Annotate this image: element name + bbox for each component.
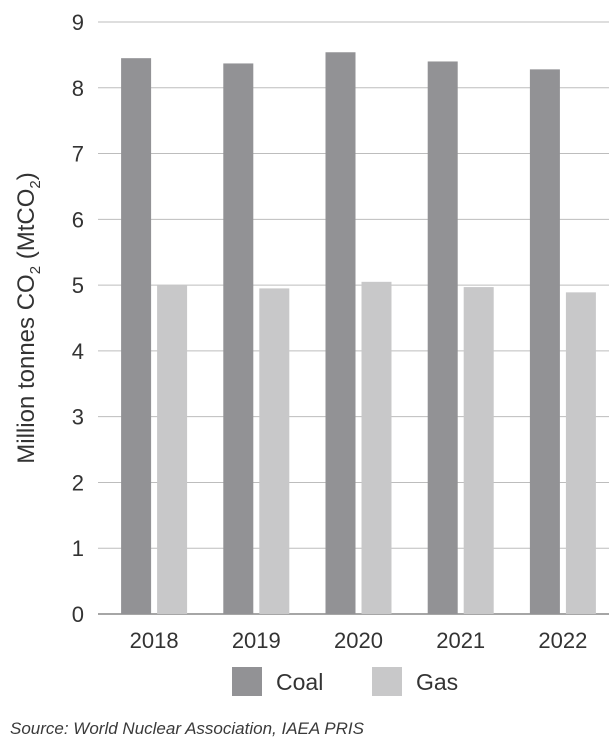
- x-tick-label-2019: 2019: [232, 628, 281, 653]
- x-tick-label-2020: 2020: [334, 628, 383, 653]
- y-axis-label-main: Million tonnes CO: [13, 274, 40, 463]
- bars: [121, 52, 596, 615]
- y-tick-label-5: 5: [72, 273, 84, 298]
- bar-coal-2020: [325, 52, 356, 615]
- svg-text:Million tonnes CO2 (MtCO2): Million tonnes CO2 (MtCO2): [13, 172, 44, 463]
- x-tick-label-2022: 2022: [538, 628, 587, 653]
- y-tick-label-7: 7: [72, 142, 84, 167]
- y-axis-ticks: 0 1 2 3 4 5 6 7 8 9: [72, 10, 84, 627]
- y-tick-label-6: 6: [72, 207, 84, 232]
- legend-swatch-coal: [232, 667, 262, 696]
- bar-gas-2018: [157, 285, 188, 614]
- bar-gas-2021: [463, 287, 494, 614]
- y-tick-label-0: 0: [72, 602, 84, 627]
- legend-swatch-gas: [372, 667, 402, 696]
- bar-coal-2021: [427, 61, 458, 614]
- bar-coal-2018: [121, 58, 152, 614]
- y-axis-label-unit: (MtCO: [13, 189, 40, 266]
- y-axis-label-subscript-2: 2: [27, 180, 44, 188]
- bar-gas-2020: [361, 281, 392, 614]
- y-tick-label-3: 3: [72, 405, 84, 430]
- y-axis-label-close: ): [13, 172, 40, 180]
- y-tick-label-4: 4: [72, 339, 84, 364]
- bar-gas-2019: [259, 288, 290, 614]
- legend-label-gas: Gas: [416, 669, 458, 695]
- x-tick-label-2021: 2021: [436, 628, 485, 653]
- x-tick-label-2018: 2018: [130, 628, 179, 653]
- legend: Coal Gas: [232, 667, 458, 696]
- bar-gas-2022: [565, 292, 596, 614]
- y-axis-label: Million tonnes CO2 (MtCO2): [13, 172, 44, 463]
- y-axis-label-subscript: 2: [27, 266, 44, 274]
- bar-coal-2022: [529, 69, 560, 615]
- bar-coal-2019: [223, 63, 254, 614]
- source-note: Source: World Nuclear Association, IAEA …: [10, 719, 364, 738]
- bar-chart: 0 1 2 3 4 5 6 7 8 9 2018 2019 2020 2021 2022 Million …: [13, 10, 609, 696]
- y-tick-label-9: 9: [72, 10, 84, 35]
- y-tick-label-1: 1: [72, 536, 84, 561]
- legend-label-coal: Coal: [276, 669, 323, 695]
- x-axis-ticks: 2018 2019 2020 2021 2022: [130, 628, 588, 653]
- y-tick-label-2: 2: [72, 470, 84, 495]
- y-tick-label-8: 8: [72, 76, 84, 101]
